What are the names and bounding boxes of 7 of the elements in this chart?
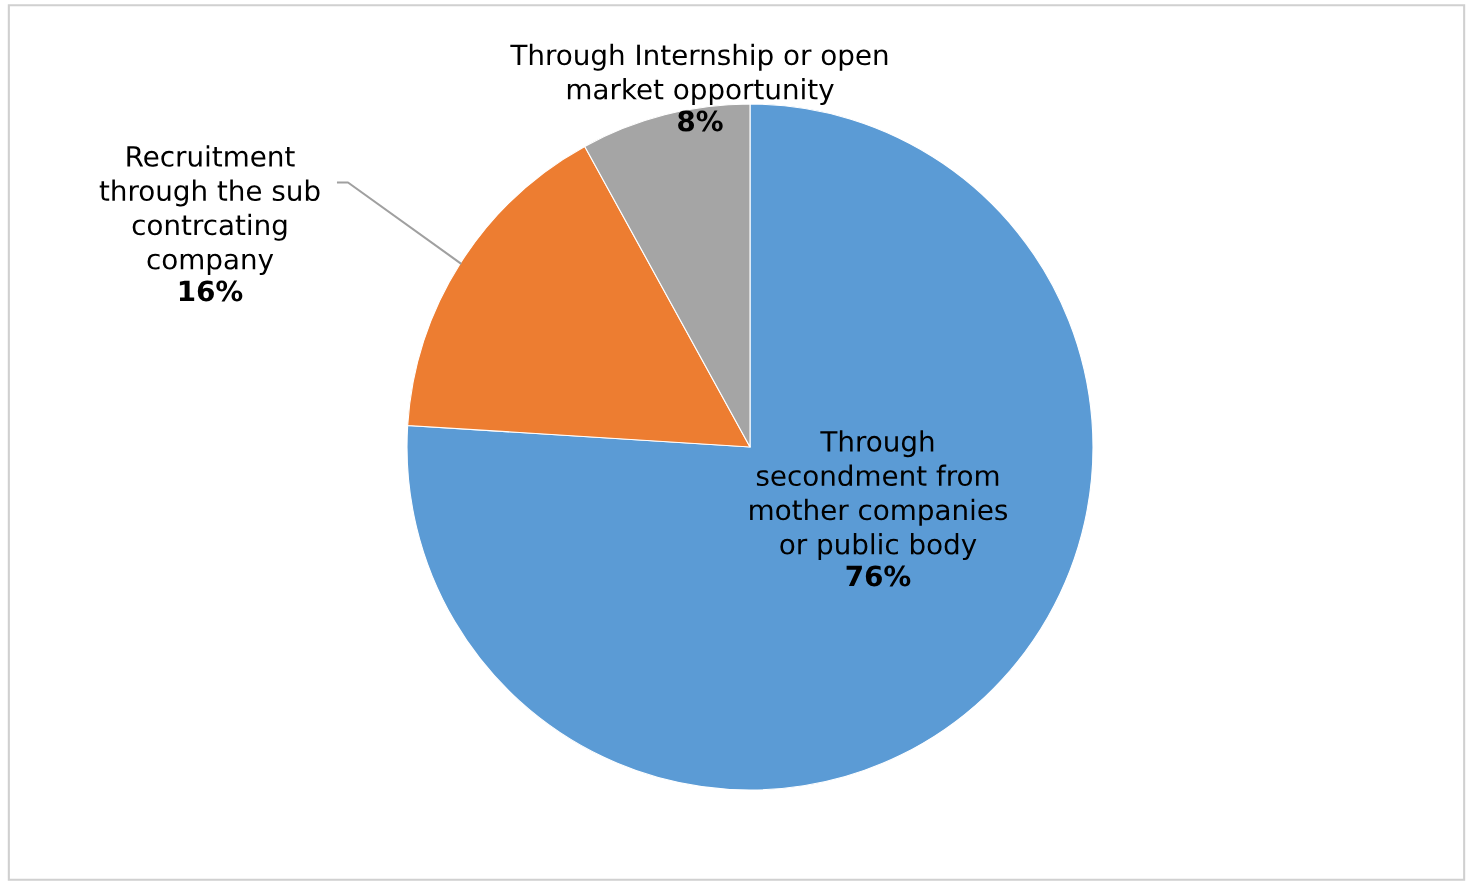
data-label: 16% [179, 280, 243, 302]
data-label: 76% [846, 565, 911, 587]
slice-label: Recruitment through the sub contrcating company [99, 145, 320, 275]
pie-slice [406, 103, 1094, 791]
data-label: 8% [678, 110, 723, 132]
slice-label: Through Internship or open market opportunity [510, 43, 888, 105]
slice-label: Through secondment from mother companies or public body [750, 430, 1008, 560]
